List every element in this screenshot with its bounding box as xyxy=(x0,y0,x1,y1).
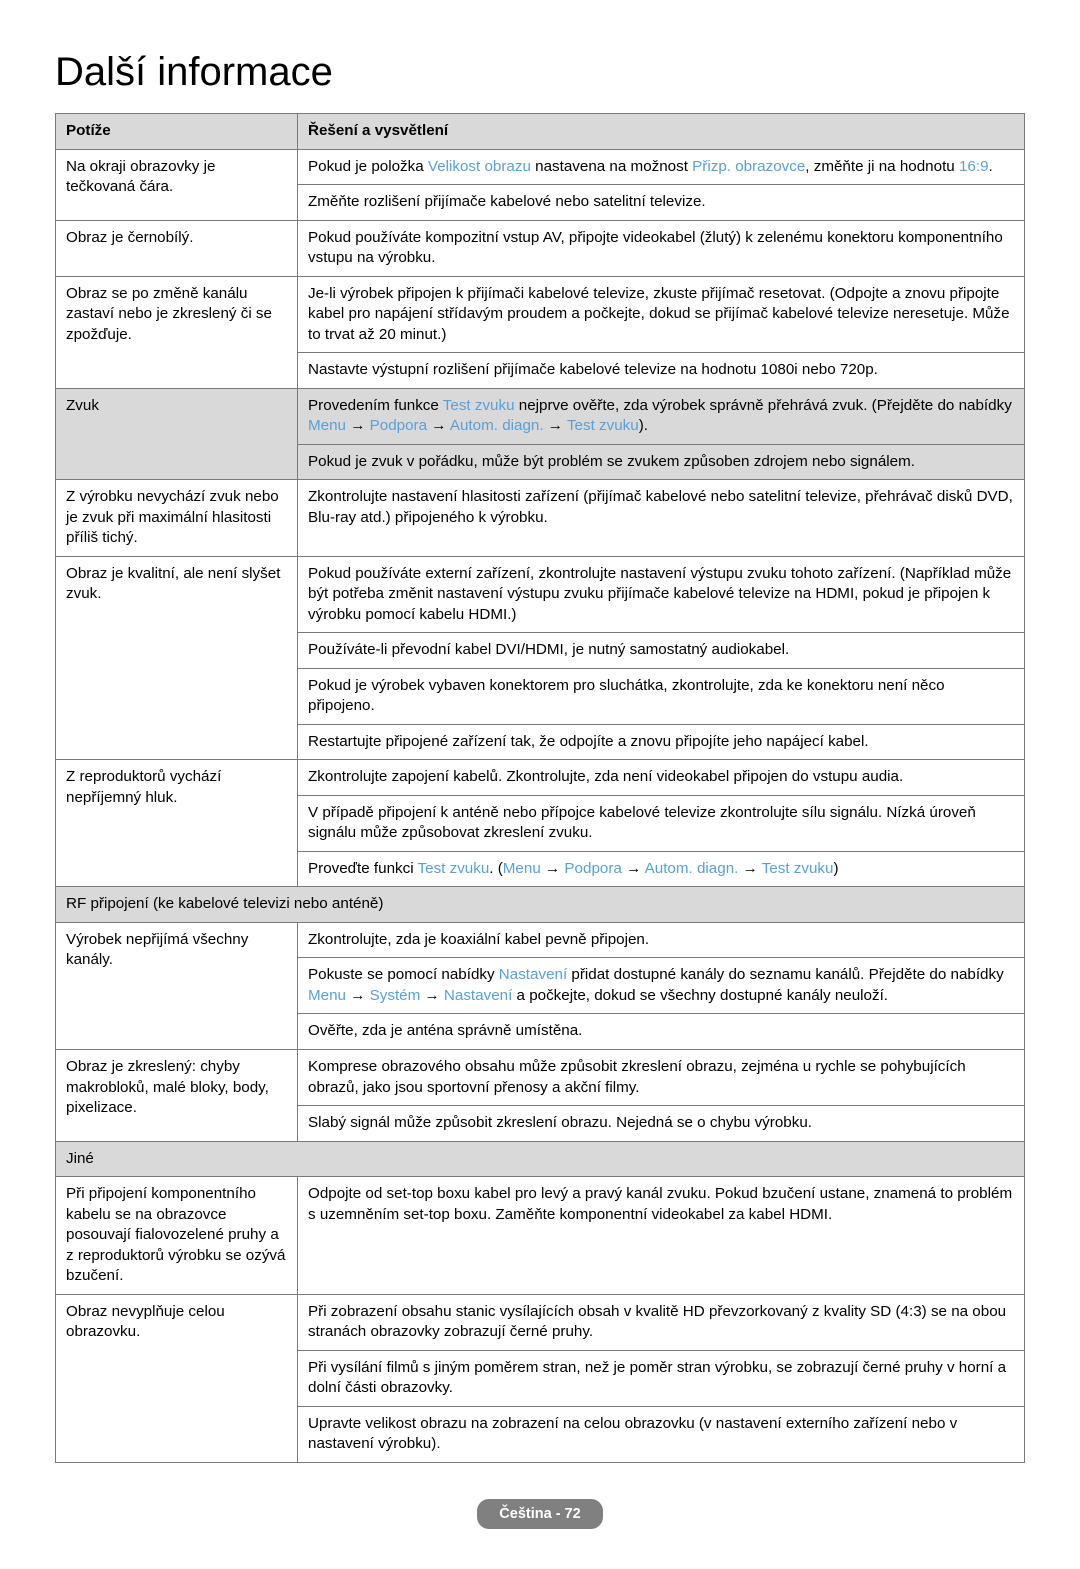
issue-component-buzz: Při připojení komponentního kabelu se na… xyxy=(56,1177,298,1295)
sol-bw: Pokud používáte kompozitní vstup AV, při… xyxy=(298,220,1025,276)
issue-distortion: Obraz je zkreslený: chyby makrobloků, ma… xyxy=(56,1049,298,1141)
issue-bw: Obraz je černobílý. xyxy=(56,220,298,276)
sol-sound-a: Provedením funkce Test zvuku nejprve ově… xyxy=(298,388,1025,444)
col-header-solution: Řešení a vysvětlení xyxy=(298,114,1025,150)
sol-good-image-c: Pokud je výrobek vybaven konektorem pro … xyxy=(298,668,1025,724)
page-footer: Čeština - 72 xyxy=(55,1499,1025,1529)
issue-sound: Zvuk xyxy=(56,388,298,480)
sol-distortion-a: Komprese obrazového obsahu může způsobit… xyxy=(298,1049,1025,1105)
sol-speaker-a: Zkontrolujte zapojení kabelů. Zkontroluj… xyxy=(298,760,1025,796)
col-header-issue: Potíže xyxy=(56,114,298,150)
section-other: Jiné xyxy=(56,1141,1025,1177)
sol-good-image-d: Restartujte připojené zařízení tak, že o… xyxy=(298,724,1025,760)
issue-no-sound: Z výrobku nevychází zvuk nebo je zvuk př… xyxy=(56,480,298,557)
page-number-badge: Čeština - 72 xyxy=(477,1499,602,1529)
page-title: Další informace xyxy=(55,50,1025,95)
sol-distortion-b: Slabý signál může způsobit zkreslení obr… xyxy=(298,1106,1025,1142)
sol-channels-c: Ověřte, zda je anténa správně umístěna. xyxy=(298,1014,1025,1050)
issue-good-image-no-sound: Obraz je kvalitní, ale není slyšet zvuk. xyxy=(56,556,298,760)
section-rf: RF připojení (ke kabelové televizi nebo … xyxy=(56,887,1025,923)
sol-channels-a: Zkontrolujte, zda je koaxiální kabel pev… xyxy=(298,922,1025,958)
sol-sound-b: Pokud je zvuk v pořádku, může být problé… xyxy=(298,444,1025,480)
sol-dotted-line-a: Pokud je položka Velikost obrazu nastave… xyxy=(298,149,1025,185)
sol-no-sound: Zkontrolujte nastavení hlasitosti zaříze… xyxy=(298,480,1025,557)
sol-good-image-b: Používáte-li převodní kabel DVI/HDMI, je… xyxy=(298,633,1025,669)
sol-not-full-a: Při zobrazení obsahu stanic vysílajících… xyxy=(298,1294,1025,1350)
sol-good-image-a: Pokud používáte externí zařízení, zkontr… xyxy=(298,556,1025,633)
issue-not-full-screen: Obraz nevyplňuje celou obrazovku. xyxy=(56,1294,298,1462)
sol-speaker-c: Proveďte funkci Test zvuku. (Menu → Podp… xyxy=(298,851,1025,887)
issue-channel-freeze: Obraz se po změně kanálu zastaví nebo je… xyxy=(56,276,298,388)
sol-channel-freeze-a: Je-li výrobek připojen k přijímači kabel… xyxy=(298,276,1025,353)
issue-speaker-noise: Z reproduktorů vychází nepříjemný hluk. xyxy=(56,760,298,887)
troubleshooting-table: Potíže Řešení a vysvětlení Na okraji obr… xyxy=(55,113,1025,1463)
sol-component-buzz: Odpojte od set-top boxu kabel pro levý a… xyxy=(298,1177,1025,1295)
sol-dotted-line-b: Změňte rozlišení přijímače kabelové nebo… xyxy=(298,185,1025,221)
sol-channels-b: Pokuste se pomocí nabídky Nastavení přid… xyxy=(298,958,1025,1014)
issue-dotted-line: Na okraji obrazovky je tečkovaná čára. xyxy=(56,149,298,220)
sol-not-full-c: Upravte velikost obrazu na zobrazení na … xyxy=(298,1406,1025,1462)
sol-not-full-b: Při vysílání filmů s jiným poměrem stran… xyxy=(298,1350,1025,1406)
sol-speaker-b: V případě připojení k anténě nebo přípoj… xyxy=(298,795,1025,851)
issue-channels: Výrobek nepřijímá všechny kanály. xyxy=(56,922,298,1049)
sol-channel-freeze-b: Nastavte výstupní rozlišení přijímače ka… xyxy=(298,353,1025,389)
